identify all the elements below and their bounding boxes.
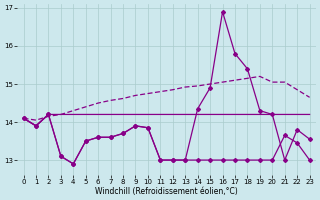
X-axis label: Windchill (Refroidissement éolien,°C): Windchill (Refroidissement éolien,°C) bbox=[95, 187, 238, 196]
